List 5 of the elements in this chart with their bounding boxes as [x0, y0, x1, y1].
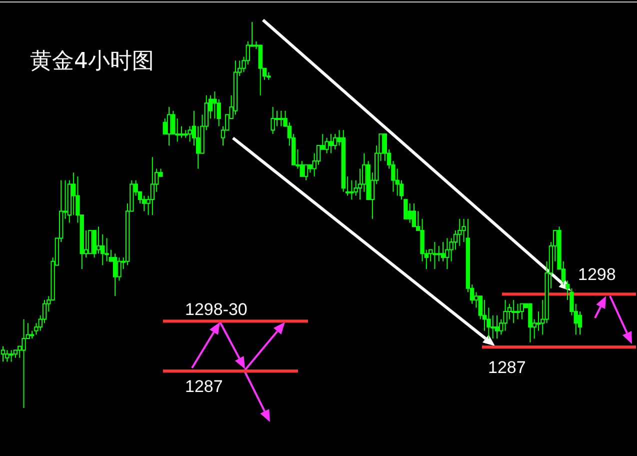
annotation: 1287 [488, 358, 526, 377]
annotation: 1287 [185, 376, 223, 396]
annotation: 1298 [578, 265, 616, 284]
annotation: 1298-30 [185, 300, 248, 320]
title: 黄金4小时图 [30, 49, 154, 74]
